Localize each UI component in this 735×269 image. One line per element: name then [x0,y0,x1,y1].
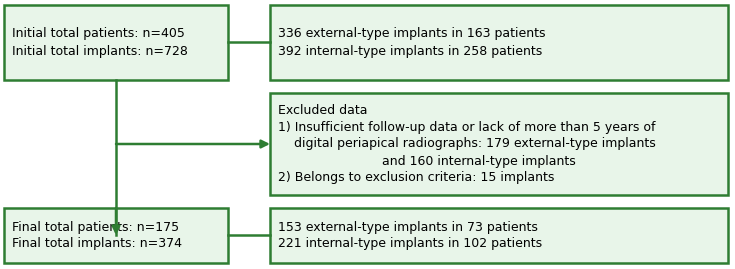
Text: Excluded data
1) Insufficient follow-up data or lack of more than 5 years of
   : Excluded data 1) Insufficient follow-up … [278,104,656,185]
Text: Initial total patients: n=405
Initial total implants: n=728: Initial total patients: n=405 Initial to… [12,27,188,58]
Text: Final total patients: n=175
Final total implants: n=374: Final total patients: n=175 Final total … [12,221,182,250]
Bar [270,5,728,80]
Bar [270,208,728,263]
Bar [4,5,228,80]
Text: 336 external-type implants in 163 patients
392 internal-type implants in 258 pat: 336 external-type implants in 163 patien… [278,27,545,58]
Text: 153 external-type implants in 73 patients
221 internal-type implants in 102 pati: 153 external-type implants in 73 patient… [278,221,542,250]
Bar [270,93,728,195]
Bar [4,208,228,263]
